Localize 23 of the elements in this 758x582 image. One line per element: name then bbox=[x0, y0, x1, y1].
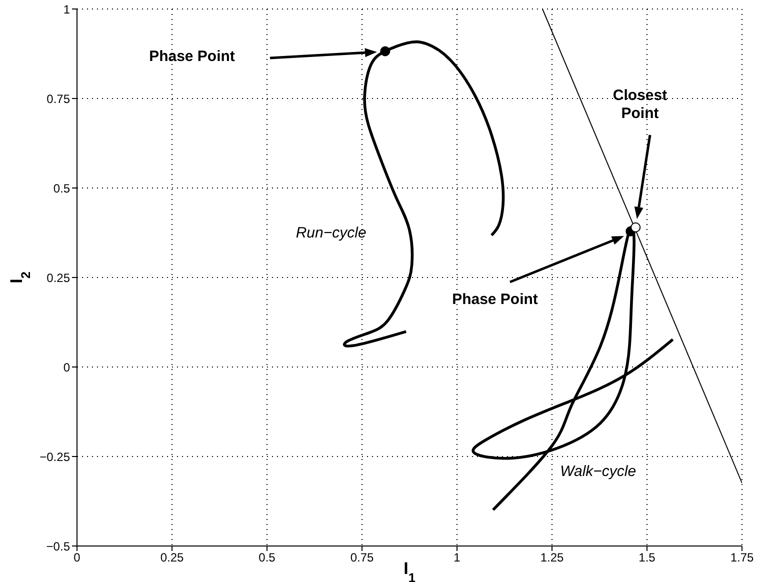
series-label: Walk−cycle bbox=[560, 462, 636, 480]
x-tick-label: 1.25 bbox=[540, 550, 564, 565]
x-tick-label: 1.5 bbox=[638, 550, 656, 565]
x-tick-label: 0.5 bbox=[258, 550, 276, 565]
x-tick-label: 0.75 bbox=[350, 550, 374, 565]
annotation: Phase Point bbox=[149, 48, 235, 65]
point bbox=[380, 46, 390, 56]
y-tick-label: −0.25 bbox=[40, 450, 70, 464]
annotation: Phase Point bbox=[452, 290, 538, 308]
y-tick-label: 0.5 bbox=[53, 181, 70, 196]
x-tick-label: 0 bbox=[74, 550, 81, 565]
x-tick-label: 1 bbox=[454, 550, 461, 565]
y-tick-label: 1 bbox=[63, 2, 70, 16]
y-tick-label: 0.25 bbox=[46, 270, 70, 285]
y-tick-label: −0.5 bbox=[46, 539, 70, 554]
y-tick-label: 0.75 bbox=[46, 92, 70, 106]
y-tick-label: 0 bbox=[63, 360, 70, 374]
x-axis-title: I$_{1}$ bbox=[404, 559, 416, 582]
x-tick-label: 1.75 bbox=[730, 550, 754, 565]
text: Run−cycle bbox=[296, 224, 366, 242]
point bbox=[630, 222, 641, 232]
x-tick-label: 0.25 bbox=[160, 550, 184, 565]
annotation: Closest Point bbox=[612, 87, 668, 122]
